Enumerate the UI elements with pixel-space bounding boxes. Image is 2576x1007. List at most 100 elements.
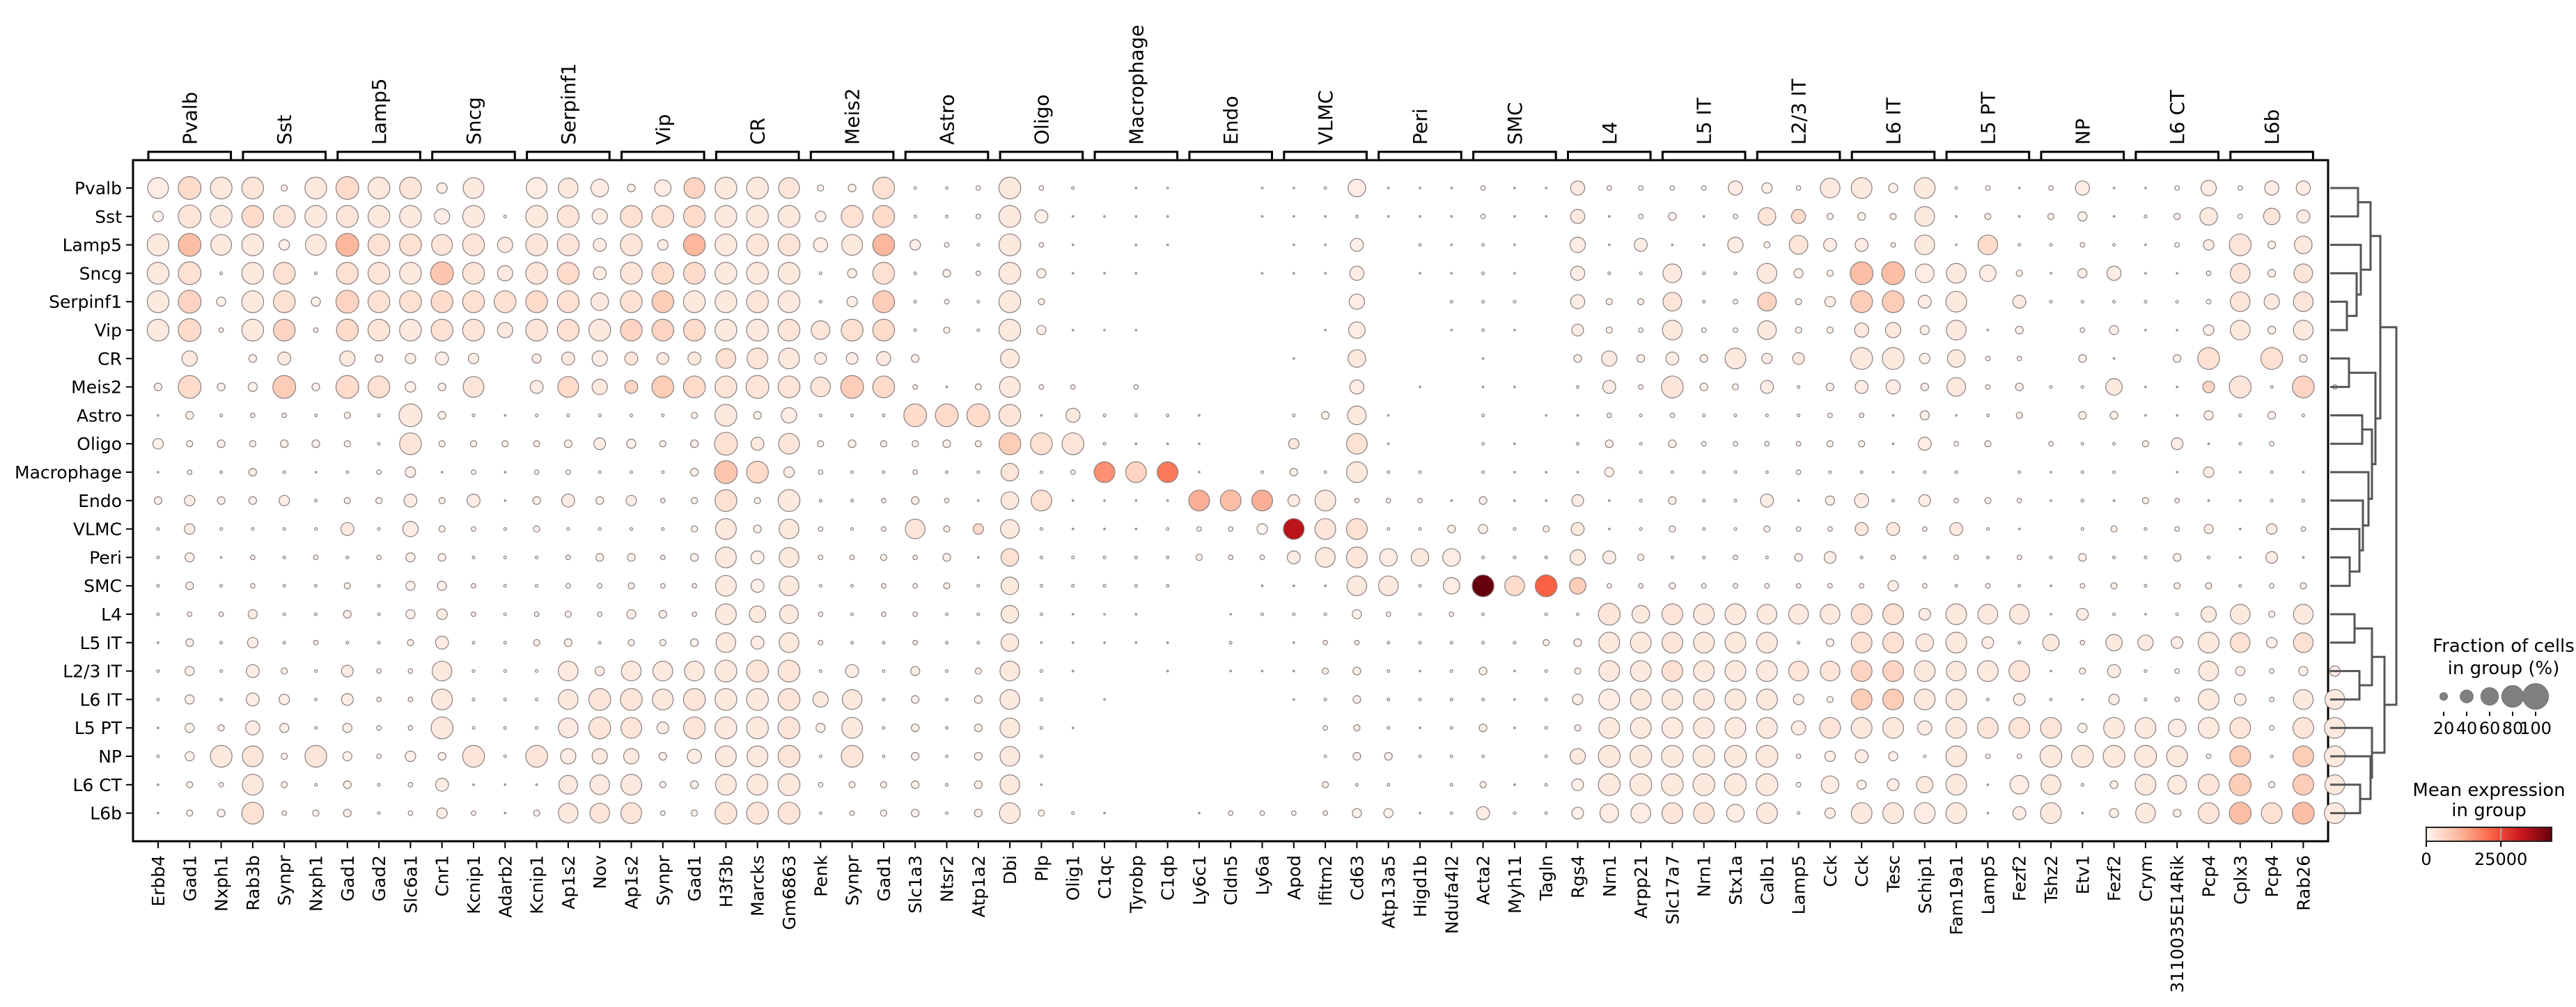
dendrogram-link <box>2330 528 2361 573</box>
dot <box>998 290 1022 313</box>
dot <box>405 381 416 393</box>
dot <box>1629 744 1653 768</box>
dot <box>1449 669 1453 673</box>
dot <box>1103 214 1106 218</box>
dot <box>1166 584 1170 588</box>
dot <box>1756 773 1779 797</box>
dot <box>2176 385 2179 389</box>
group-brackets <box>147 150 2314 160</box>
dot <box>156 555 160 559</box>
dot <box>1795 326 1802 334</box>
dot <box>219 641 224 645</box>
dot <box>248 467 258 477</box>
dot <box>2112 612 2116 616</box>
dot <box>817 184 825 192</box>
dot <box>715 575 737 597</box>
dot <box>659 810 666 816</box>
dot <box>911 780 920 789</box>
dot <box>1418 754 1422 758</box>
dot <box>841 318 864 342</box>
dot <box>1481 271 1485 275</box>
dot <box>1945 688 1967 710</box>
dot <box>966 403 990 428</box>
dot <box>715 404 737 427</box>
dot <box>1419 669 1421 673</box>
dot <box>535 726 539 730</box>
dot <box>1661 802 1683 825</box>
dot <box>750 579 765 593</box>
dot <box>1693 632 1715 654</box>
row-label: Vip <box>95 320 122 341</box>
dot <box>1850 802 1873 825</box>
dot <box>1797 811 1801 815</box>
dot <box>186 781 194 788</box>
dot <box>1701 441 1707 447</box>
dot <box>1665 351 1680 366</box>
dot <box>1693 688 1715 710</box>
dot <box>210 744 233 768</box>
dot <box>944 214 949 219</box>
dot <box>1481 243 1485 247</box>
dot <box>1383 808 1394 818</box>
dot <box>1607 271 1611 275</box>
dot <box>1513 243 1516 247</box>
dot <box>1260 612 1265 616</box>
dot <box>913 214 917 219</box>
col-label: Rab26 <box>2293 855 2313 911</box>
dot <box>881 583 887 589</box>
dot <box>1102 555 1107 559</box>
col-label: Nrn1 <box>1600 855 1620 897</box>
dot <box>1103 329 1106 331</box>
dot <box>437 411 446 420</box>
dot <box>399 318 422 342</box>
dot <box>147 177 169 199</box>
dot <box>1134 613 1138 616</box>
dot <box>1570 209 1586 224</box>
dot <box>910 666 921 676</box>
dot <box>2197 802 2220 825</box>
dot <box>2171 437 2184 451</box>
dot <box>2013 693 2026 706</box>
color-legend-title-1: Mean expression <box>2412 780 2565 801</box>
dot <box>747 348 769 370</box>
dot <box>504 811 507 815</box>
dot <box>913 186 917 190</box>
dot <box>715 774 737 796</box>
dot <box>620 262 643 285</box>
dot <box>1039 555 1043 559</box>
dot <box>438 497 446 504</box>
dot <box>1065 407 1081 423</box>
dot <box>2171 636 2184 649</box>
dot <box>1071 669 1075 673</box>
dot <box>2112 243 2116 247</box>
dot <box>2293 632 2314 653</box>
dot <box>281 412 288 419</box>
dot <box>1733 499 1738 503</box>
group-label: Vip <box>652 114 675 145</box>
dot <box>2267 325 2277 335</box>
dot <box>1923 470 1927 474</box>
dot <box>1859 555 1864 559</box>
dot <box>525 262 548 285</box>
dot <box>2039 744 2063 768</box>
dot <box>1000 491 1020 510</box>
dot <box>1919 410 1930 421</box>
dot <box>184 494 196 506</box>
dot <box>1219 490 1242 512</box>
dot <box>715 802 737 825</box>
dot <box>1757 292 1777 312</box>
dot <box>1260 187 1264 189</box>
dot <box>1036 325 1047 336</box>
dot <box>998 176 1022 200</box>
dot <box>1352 808 1362 818</box>
dot <box>1543 639 1550 646</box>
dot <box>593 237 607 252</box>
dot <box>219 413 224 417</box>
dot <box>2206 299 2212 305</box>
dot <box>845 352 859 365</box>
dot <box>1478 666 1488 676</box>
dot <box>1726 804 1745 822</box>
dot <box>219 470 224 474</box>
dot <box>588 716 611 740</box>
row-label: L5 PT <box>75 718 123 738</box>
